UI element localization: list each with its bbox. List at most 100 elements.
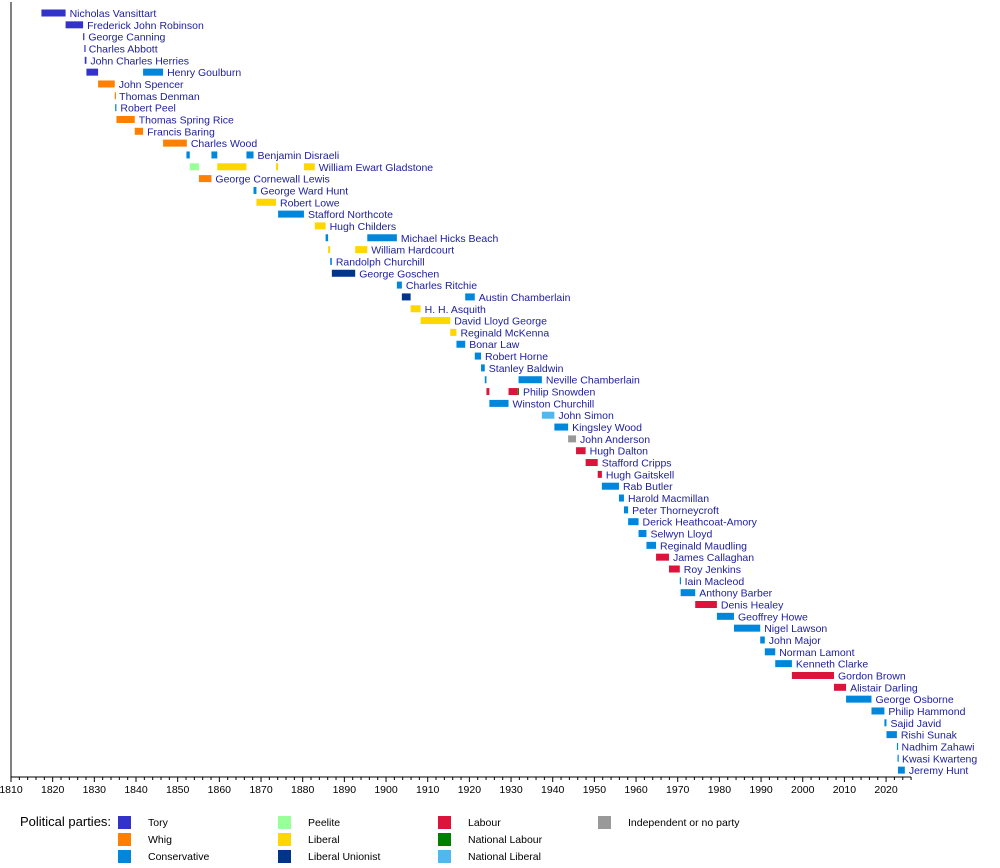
term-bar: [484, 376, 487, 384]
chancellor-label: H. H. Asquith: [425, 304, 486, 316]
legend-swatch: [278, 816, 291, 829]
chancellor-label: James Callaghan: [673, 552, 754, 564]
chancellor-label: William Ewart Gladstone: [319, 162, 434, 174]
term-bar: [871, 707, 885, 715]
chancellor-label: Reginald McKenna: [460, 327, 549, 339]
term-bar: [278, 210, 304, 218]
term-bar: [98, 80, 115, 88]
legend-label: National Labour: [468, 833, 543, 846]
chancellor-label: Robert Lowe: [280, 197, 340, 209]
chancellor-label: Kenneth Clarke: [796, 659, 869, 671]
x-tick-label: 1960: [624, 784, 648, 796]
legend-label: Liberal: [308, 833, 340, 846]
chancellor-label: George Ward Hunt: [260, 185, 348, 197]
term-bar: [846, 695, 872, 703]
term-bar: [331, 269, 356, 277]
legend-swatch: [438, 833, 451, 846]
chancellor-label: Robert Horne: [485, 351, 548, 363]
chancellor-label: Reginald Maudling: [660, 540, 747, 552]
x-tick-label: 1940: [541, 784, 565, 796]
term-bar: [314, 222, 326, 230]
term-bar: [253, 186, 257, 194]
chancellor-label: Anthony Barber: [699, 588, 772, 600]
chancellor-label: David Lloyd George: [454, 316, 547, 328]
term-bar: [410, 305, 421, 313]
legend-item: Peelite: [278, 816, 340, 829]
term-bar: [896, 742, 899, 750]
chancellor-label: Harold Macmillan: [628, 493, 709, 505]
term-bar: [115, 104, 117, 112]
chancellor-label: Philip Snowden: [523, 387, 596, 399]
legend-swatch: [278, 833, 291, 846]
chancellor-label: John Anderson: [580, 434, 650, 446]
term-bar: [886, 731, 897, 739]
term-bar: [486, 388, 490, 396]
term-bar: [211, 151, 218, 159]
term-bar: [884, 719, 887, 727]
chancellor-label: John Spencer: [119, 79, 184, 91]
chancellor-label: Henry Goulburn: [167, 67, 241, 79]
legend-label: Tory: [148, 816, 168, 829]
term-bar: [517, 388, 519, 396]
chancellor-label: Hugh Childers: [330, 221, 397, 233]
term-bar: [897, 766, 905, 774]
term-bar: [465, 293, 475, 301]
x-tick-label: 2020: [874, 784, 898, 796]
chancellor-label: Roy Jenkins: [684, 564, 741, 576]
term-bar: [576, 447, 586, 455]
x-tick-label: 1920: [458, 784, 482, 796]
chancellor-label: Winston Churchill: [513, 398, 595, 410]
x-tick-label: 1890: [333, 784, 357, 796]
chancellor-label: Charles Abbott: [89, 43, 158, 55]
term-bar: [420, 317, 451, 325]
chancellor-label: Hugh Dalton: [590, 446, 649, 458]
term-bar: [456, 340, 466, 348]
term-bar: [695, 601, 717, 608]
x-tick-label: 1810: [0, 784, 23, 796]
legend-label: Labour: [468, 816, 501, 829]
chancellor-label: Stafford Northcote: [308, 209, 393, 221]
term-bar: [330, 257, 332, 265]
term-bar: [618, 494, 624, 502]
x-tick-label: 1910: [416, 784, 440, 796]
term-bar: [41, 9, 66, 17]
term-bar: [897, 754, 899, 762]
chancellor-label: Alistair Darling: [850, 682, 918, 694]
legend-label: Whig: [148, 833, 172, 846]
chancellor-label: Benjamin Disraeli: [258, 150, 340, 162]
chancellor-label: Selwyn Lloyd: [650, 529, 712, 541]
x-tick-label: 1930: [499, 784, 523, 796]
legend-item: National Labour: [438, 833, 542, 846]
term-bar: [716, 612, 734, 620]
chancellor-label: George Cornewall Lewis: [215, 174, 329, 186]
chancellor-label: William Hardcourt: [371, 245, 454, 257]
term-bar: [518, 376, 542, 384]
term-bar: [760, 636, 765, 644]
chancellor-label: George Canning: [88, 32, 165, 44]
term-bar: [554, 423, 569, 431]
legend-swatch: [118, 850, 131, 863]
chancellor-label: George Goschen: [359, 268, 439, 280]
chancellor-label: Geoffrey Howe: [738, 611, 808, 623]
term-bar: [764, 648, 776, 656]
legend-label: National Liberal: [468, 850, 541, 863]
term-bar: [189, 163, 199, 171]
chancellor-label: Philip Hammond: [888, 706, 965, 718]
chancellor-label: Stanley Baldwin: [489, 363, 564, 375]
term-bar: [733, 624, 761, 632]
chancellor-label: Kingsley Wood: [572, 422, 642, 434]
term-bar: [833, 683, 847, 691]
chancellor-label: Frederick John Robinson: [87, 20, 204, 32]
term-bar: [638, 530, 647, 538]
chancellor-label: Peter Thorneycroft: [632, 505, 719, 517]
term-bar: [656, 553, 669, 561]
term-bar: [680, 589, 696, 597]
term-bar: [401, 293, 411, 301]
term-bar: [568, 435, 577, 443]
x-tick-label: 1900: [374, 784, 398, 796]
chancellor-label: Kwasi Kwarteng: [902, 753, 977, 765]
chancellor-label: Nadhim Zahawi: [902, 741, 975, 753]
x-tick-label: 1970: [666, 784, 690, 796]
chancellor-label: George Osborne: [875, 694, 953, 706]
chancellor-label: Sajid Javid: [890, 718, 941, 730]
